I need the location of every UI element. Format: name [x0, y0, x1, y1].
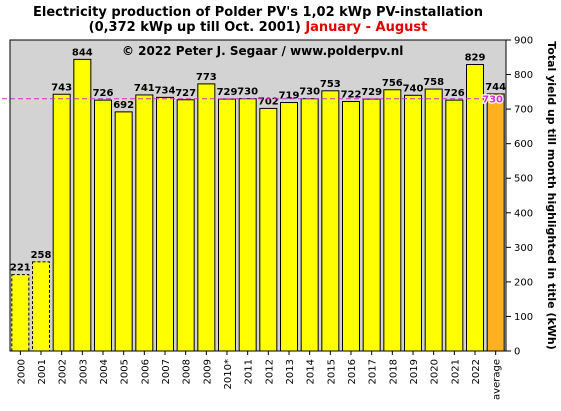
copyright-text: © 2022 Peter J. Segaar / www.polderpv.nl	[122, 44, 403, 58]
x-tick-label: 2017	[368, 359, 379, 384]
bar-label-2002: 743	[51, 82, 72, 93]
bar-label-2022: 829	[465, 53, 486, 64]
x-tick-label: 2008	[182, 359, 193, 384]
bar-2015	[321, 90, 340, 352]
bar-2018	[383, 89, 402, 352]
bar-2020	[424, 88, 443, 352]
bar-2021	[445, 99, 464, 352]
bar-label-2021: 726	[444, 88, 465, 99]
bar-label-2011: 730	[237, 87, 258, 98]
bar-label-2010-star: 729	[217, 87, 238, 98]
x-tick-label: 2007	[161, 359, 172, 384]
bar-2005	[114, 111, 133, 352]
bar-label-2007: 734	[155, 85, 176, 96]
bar-2004	[94, 99, 112, 352]
bar-average	[486, 93, 505, 352]
y-tick-label: 200	[514, 277, 533, 288]
y-tick-label: 900	[514, 36, 533, 47]
bar-label-2016: 722	[341, 90, 362, 101]
bar-2009	[197, 83, 216, 352]
bar-2003	[73, 58, 92, 352]
y-axis: 0 100 200 300 400 500 600 700 800 900	[506, 36, 533, 358]
bar-2012	[259, 107, 278, 352]
bar-label-2014: 730	[299, 87, 320, 98]
chart-subtitle-black: (0,372 kWp up till Oct. 2001)	[89, 20, 306, 35]
bar-label-2018: 756	[382, 78, 403, 89]
x-axis: 2000 2001 2002 2003 2004 2005 2006 2007 2008 2009…	[16, 351, 503, 400]
x-tick-label: 2020	[430, 359, 441, 384]
x-tick-label: 2006	[140, 359, 151, 384]
y-tick-label: 800	[514, 70, 533, 81]
bar-label-2009: 773	[196, 72, 217, 83]
bar-label-2015: 753	[320, 79, 341, 90]
x-tick-label: 2016	[347, 359, 358, 384]
bar-label-2008: 727	[175, 88, 196, 99]
x-tick-label: 2014	[306, 359, 317, 384]
chart-subtitle: (0,372 kWp up till Oct. 2001) January - …	[89, 20, 428, 35]
y-tick-label: 500	[514, 174, 533, 185]
y-axis-label: Total yield up till month highlighted in…	[545, 41, 558, 350]
y-tick-label: 100	[514, 312, 533, 323]
bar-2006	[135, 94, 154, 352]
bars	[11, 58, 505, 352]
bar-2008	[176, 99, 195, 352]
bar-2019	[404, 94, 422, 352]
x-tick-label: 2019	[409, 359, 420, 384]
y-tick-label: 700	[514, 105, 533, 116]
bar-label-2005: 692	[113, 100, 134, 111]
y-tick-label: 300	[514, 243, 533, 254]
y-tick-label: 600	[514, 139, 533, 150]
bar-2007	[156, 96, 174, 352]
bar-label-2006: 741	[134, 83, 155, 94]
x-tick-label: 2018	[388, 359, 399, 384]
x-tick-label: 2000	[16, 359, 27, 384]
x-tick-label: 2003	[78, 359, 89, 384]
bar-label-2019: 740	[403, 83, 424, 94]
y-tick-label: 0	[514, 347, 520, 358]
bar-2017	[362, 98, 381, 352]
bar-label-2020: 758	[423, 77, 444, 88]
bar-label-2017: 729	[361, 87, 382, 98]
bar-2016	[342, 101, 360, 352]
bar-label-2004: 726	[93, 88, 114, 99]
bar-label-2012: 702	[258, 96, 279, 107]
x-tick-label: 2022	[471, 359, 482, 384]
bar-2010-star	[218, 98, 236, 352]
bar-label-average: 744	[485, 82, 506, 93]
x-tick-label: 2021	[450, 359, 461, 384]
y-tick-label: 400	[514, 208, 533, 219]
bar-2002	[52, 93, 71, 352]
x-tick-label: 2002	[58, 359, 69, 384]
x-tick-label: 2012	[264, 359, 275, 384]
plot-frame	[9, 39, 507, 352]
chart-title: Electricity production of Polder PV's 1,…	[33, 5, 483, 20]
bar-label-2013: 719	[279, 91, 300, 102]
bar-2022	[466, 64, 484, 352]
bar-2000	[11, 274, 30, 352]
x-tick-label: average	[492, 359, 503, 400]
bar-label-2000: 221	[10, 263, 31, 274]
reference-line-label: 730	[482, 95, 503, 106]
x-tick-label: 2005	[120, 359, 131, 384]
bar-label-2003: 844	[72, 47, 93, 58]
x-tick-label: 2010*	[223, 359, 234, 389]
bar-label-2001: 258	[31, 250, 52, 261]
chart-subtitle-red: January - August	[304, 20, 427, 35]
bar-2011	[238, 98, 257, 352]
x-tick-label: 2001	[37, 359, 48, 384]
x-tick-label: 2004	[99, 359, 110, 384]
bar-2001	[32, 261, 50, 352]
plot-background	[10, 40, 506, 351]
bar-2013	[280, 102, 298, 352]
x-tick-label: 2015	[326, 359, 337, 384]
bar-2014	[300, 98, 319, 352]
x-tick-label: 2013	[285, 359, 296, 384]
x-tick-label: 2009	[202, 359, 213, 384]
x-tick-label: 2011	[244, 359, 255, 384]
